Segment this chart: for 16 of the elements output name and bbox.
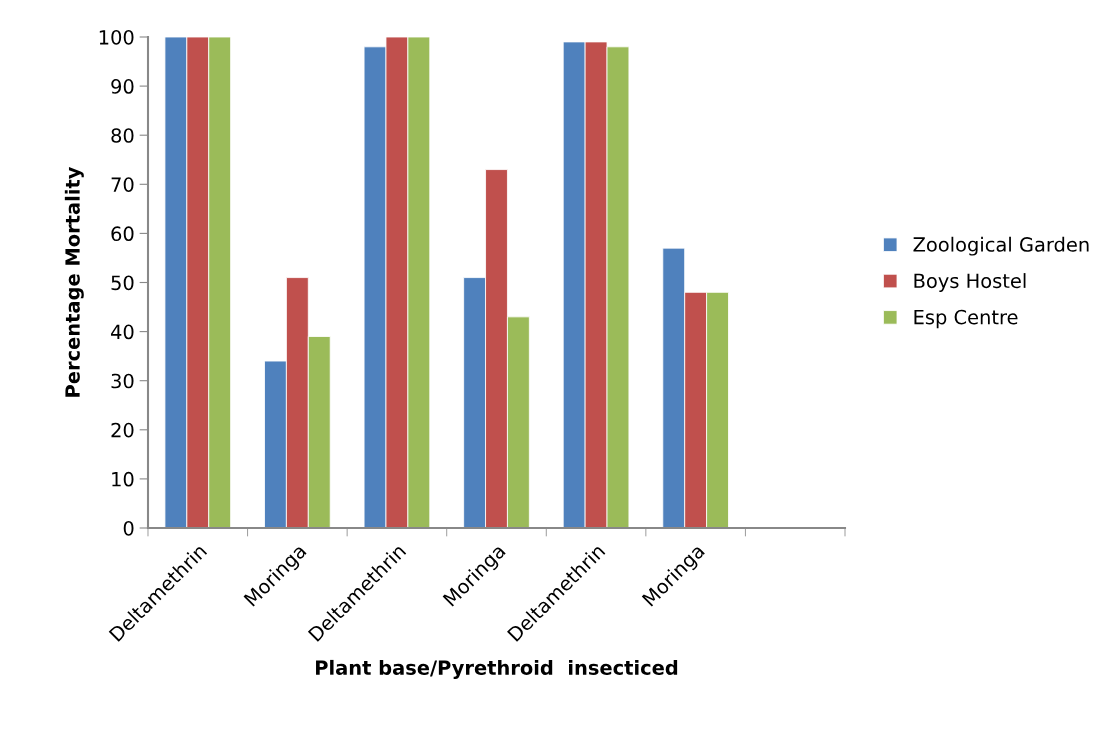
x-axis-title: Plant base/Pyrethroid insecticed	[316, 659, 678, 679]
y-tick-label: 20	[111, 422, 134, 438]
legend-label: Boys Hostel	[914, 273, 1026, 292]
y-tick-label: 80	[111, 128, 134, 143]
y-tick-label: 100	[99, 29, 134, 45]
y-tick-label: 0	[123, 520, 134, 536]
legend-label: Zoological Garden	[913, 236, 1089, 256]
y-tick-label: 90	[111, 79, 134, 94]
y-axis-title: Percentage Mortality	[64, 166, 84, 397]
legend-label: Esp Centre	[914, 309, 1018, 329]
y-tick-label: 50	[111, 275, 134, 291]
y-tick-label: 70	[111, 177, 134, 192]
y-tick-label: 40	[111, 324, 134, 340]
y-tick-label: 10	[112, 471, 134, 487]
y-tick-label: 60	[111, 226, 134, 242]
y-tick-label: 30	[111, 373, 134, 389]
